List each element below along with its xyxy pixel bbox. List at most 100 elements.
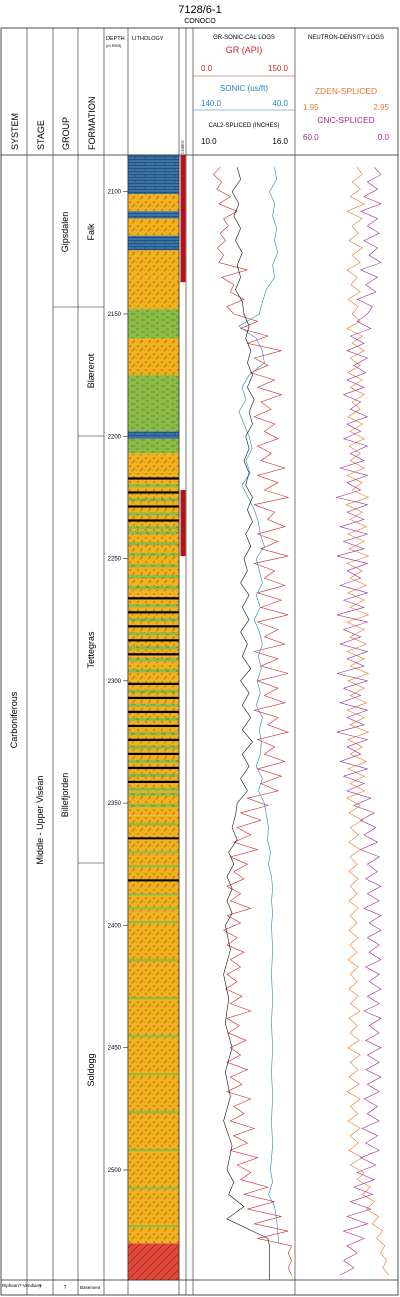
lithology-unit [128, 211, 179, 219]
depth-header: DEPTH [106, 36, 125, 42]
operator-name: CONOCO [184, 18, 216, 25]
shale-bed [128, 484, 179, 488]
coal-bed [128, 491, 179, 494]
coal-bed [128, 639, 179, 642]
thin-bed [128, 865, 179, 868]
shale-bed [128, 731, 179, 735]
lithology-unit [128, 250, 179, 278]
stage-header: STAGE [36, 120, 46, 150]
system-label: Carboniferous [9, 691, 19, 748]
shale-bed [128, 604, 179, 608]
thin-bed [128, 1111, 179, 1114]
cores-column [180, 155, 186, 557]
cnc-min: 60.0 [303, 133, 319, 142]
zden-curve [345, 167, 390, 1276]
thin-bed [128, 837, 179, 840]
zden-label: ZDEN-SPLICED [315, 86, 377, 96]
basement-label: Basement [80, 1285, 101, 1290]
cnc-max: 0.0 [378, 133, 390, 142]
zden-min: 1.95 [303, 103, 319, 112]
cores-header: CORES [181, 140, 185, 154]
lithology-unit [128, 235, 179, 251]
depth-tick-label: 2300 [108, 679, 122, 685]
coal-bed [128, 752, 179, 756]
lithology-column [127, 154, 180, 1281]
lithology-unit [128, 380, 179, 432]
depth-tick-label: 2500 [108, 1168, 122, 1174]
coal-bed [128, 597, 179, 600]
lithology-unit [128, 194, 179, 212]
shale-bed [128, 531, 179, 535]
cal-curve [223, 167, 270, 1280]
formation-soldogg: Soldogg [86, 1053, 96, 1086]
thin-bed [128, 1225, 179, 1228]
coal-bed [128, 653, 179, 656]
coal-bed [128, 724, 179, 728]
depth-tick-label: 2200 [108, 434, 122, 440]
thin-bed [128, 1149, 179, 1152]
sonic-min: 140.0 [201, 99, 222, 108]
coal-bed [128, 766, 179, 770]
thin-bed [128, 1187, 179, 1190]
lithology-unit [128, 431, 179, 439]
coal-bed [128, 696, 179, 700]
lithology-unit [128, 438, 179, 454]
depth-tick-label: 2400 [108, 923, 122, 929]
coal-bed [128, 780, 179, 784]
gr-sonic-title: GR-SONIC-CAL LOGS [213, 35, 275, 41]
group-gipsdalen: Gipsdalen [60, 212, 70, 253]
shale-bed [128, 803, 179, 807]
formation-boundaries [78, 306, 104, 864]
coal-bed [128, 611, 179, 614]
cnc-curve [335, 166, 382, 1276]
depth-tick-label: 2250 [108, 557, 122, 563]
formation-falk: Falk [86, 223, 96, 241]
depth-tick-label: 2100 [108, 190, 122, 196]
lithology-unit [128, 913, 179, 1244]
coal-bed [128, 505, 179, 508]
shale-bed [128, 792, 179, 796]
lithology-header: LITHOLOGY [132, 36, 164, 42]
group-billefjorden: Billefjorden [60, 773, 70, 818]
shale-bed [128, 787, 179, 791]
nd-title: NEUTRON-DENSITY LOGS [308, 35, 384, 41]
shale-bed [128, 745, 179, 749]
shale-bed [128, 669, 179, 673]
lithology-unit [128, 375, 179, 380]
lithology-unit [128, 218, 179, 236]
cal-min: 10.0 [201, 137, 217, 146]
lithology-unit [128, 815, 179, 914]
lithology-unit [128, 338, 179, 376]
gr-label: GR (API) [226, 45, 263, 55]
depth-tick-label: 2350 [108, 801, 122, 807]
shale-bed [128, 586, 179, 590]
gr-curve [212, 166, 293, 1276]
thin-bed [128, 851, 179, 854]
lithology-unit [128, 453, 179, 476]
shale-bed [128, 618, 179, 622]
formation-header: FORMATION [87, 97, 97, 150]
formation-blaererot: Blærerot [86, 353, 96, 388]
shale-bed [128, 632, 179, 636]
shale-bed [128, 773, 179, 777]
shale-bed [128, 498, 179, 502]
gr-min: 0.0 [201, 64, 213, 73]
lithology-unit [128, 277, 179, 310]
shale-bed [128, 512, 179, 516]
sonic-max: 40.0 [272, 99, 288, 108]
thin-bed [128, 1035, 179, 1038]
core-interval [180, 490, 186, 557]
shale-bed [128, 759, 179, 763]
shale-bed [128, 689, 179, 693]
bottom-group-mark: ? [64, 1285, 67, 1291]
formation-tettegras: Tettegras [86, 631, 96, 669]
log-curves [212, 166, 390, 1280]
gr-max: 150.0 [268, 64, 289, 73]
bottom-stage-mark: ? [39, 1285, 42, 1291]
shale-bed [128, 564, 179, 568]
coal-bed [128, 519, 179, 522]
shale-bed [128, 658, 179, 662]
cal-label: CAL2-SPLICED (INCHES) [208, 123, 279, 129]
lithology-unit [128, 680, 179, 791]
shale-bed [128, 553, 179, 557]
